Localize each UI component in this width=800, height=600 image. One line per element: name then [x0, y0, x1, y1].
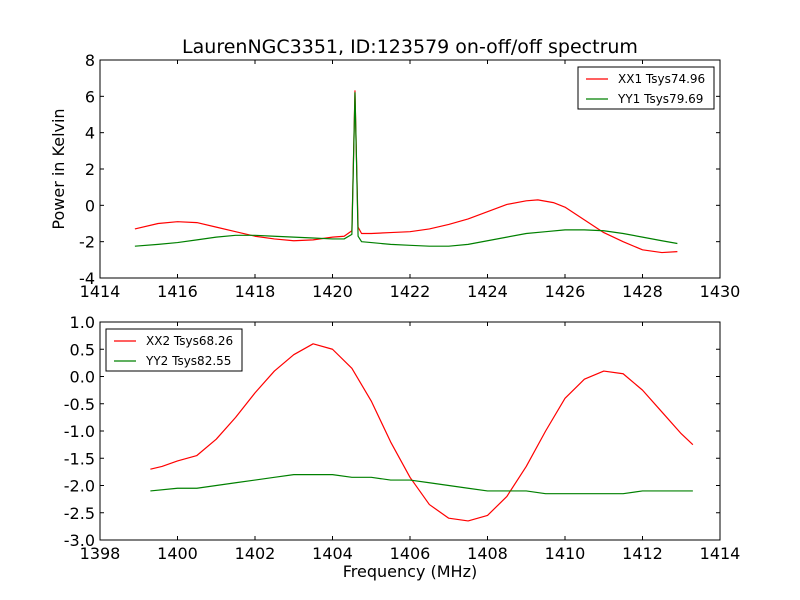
x-tick-label: 1416 [157, 282, 198, 301]
bottom-panel: 1398 1400 1402 1404 1406 1408 1410 1412 1414 -3.0… [64, 313, 741, 581]
x-tick-label: 1404 [312, 544, 353, 563]
series-line-2 [150, 474, 693, 495]
y-tick-label: 0 [85, 196, 95, 215]
x-tick-label: 1410 [545, 544, 586, 563]
legend: XX1 Tsys74.96 YY1 Tsys79.69 [577, 66, 715, 110]
legend-label: XX2 Tsys68.26 [146, 334, 233, 348]
y-tick-label: 0.5 [70, 340, 95, 359]
legend-label: XX1 Tsys74.96 [618, 72, 705, 86]
y-tick-label: -2.5 [64, 504, 95, 523]
figure-title: LaurenNGC3351, ID:123579 on-off/off spec… [182, 36, 638, 58]
y-tick-label: 1.0 [70, 313, 95, 332]
y-tick-label: 4 [85, 124, 95, 143]
legend-box [577, 66, 715, 110]
x-tick-label: 1414 [700, 544, 741, 563]
x-tick-label: 1424 [467, 282, 508, 301]
y-tick-label: -0.5 [64, 395, 95, 414]
x-tick-label: 1398 [80, 544, 121, 563]
x-tick-label: 1402 [235, 544, 276, 563]
y-axis-label: Power in Kelvin [49, 108, 68, 229]
y-tick-label: -1.5 [64, 449, 95, 468]
legend-label: YY2 Tsys82.55 [145, 354, 231, 368]
x-tick-label: 1406 [390, 544, 431, 563]
x-tick-label: 1418 [235, 282, 276, 301]
x-tick-label: 1420 [312, 282, 353, 301]
y-tick-label: -1.0 [64, 422, 95, 441]
y-tick-label: 6 [85, 87, 95, 106]
y-tick-label: -3.0 [64, 531, 95, 550]
y-tick-label: 8 [85, 51, 95, 70]
series-line-1 [150, 343, 694, 522]
x-tick-label: 1414 [80, 282, 121, 301]
y-tick-label: 0.0 [70, 368, 95, 387]
y-tick-label: -2.0 [64, 477, 95, 496]
series-line-1 [134, 90, 678, 254]
legend-label: YY1 Tsys79.69 [617, 92, 703, 106]
x-tick-label: 1412 [622, 544, 663, 563]
x-tick-label: 1408 [467, 544, 508, 563]
legend-box [105, 328, 243, 372]
y-tick-label: -4 [79, 269, 95, 288]
x-tick-label: 1426 [545, 282, 586, 301]
y-tick-label: -2 [79, 233, 95, 252]
x-tick-label: 1430 [700, 282, 741, 301]
x-tick-label: 1400 [157, 544, 198, 563]
x-tick-label: 1422 [390, 282, 431, 301]
x-axis-label: Frequency (MHz) [343, 562, 477, 581]
y-tick-label: 2 [85, 160, 95, 179]
top-panel: 1414 1416 1418 1420 1422 1424 1426 1428 1430 -4 -2… [49, 51, 740, 301]
x-tick-label: 1428 [622, 282, 663, 301]
series-line-2 [134, 92, 678, 247]
legend: XX2 Tsys68.26 YY2 Tsys82.55 [105, 328, 243, 372]
